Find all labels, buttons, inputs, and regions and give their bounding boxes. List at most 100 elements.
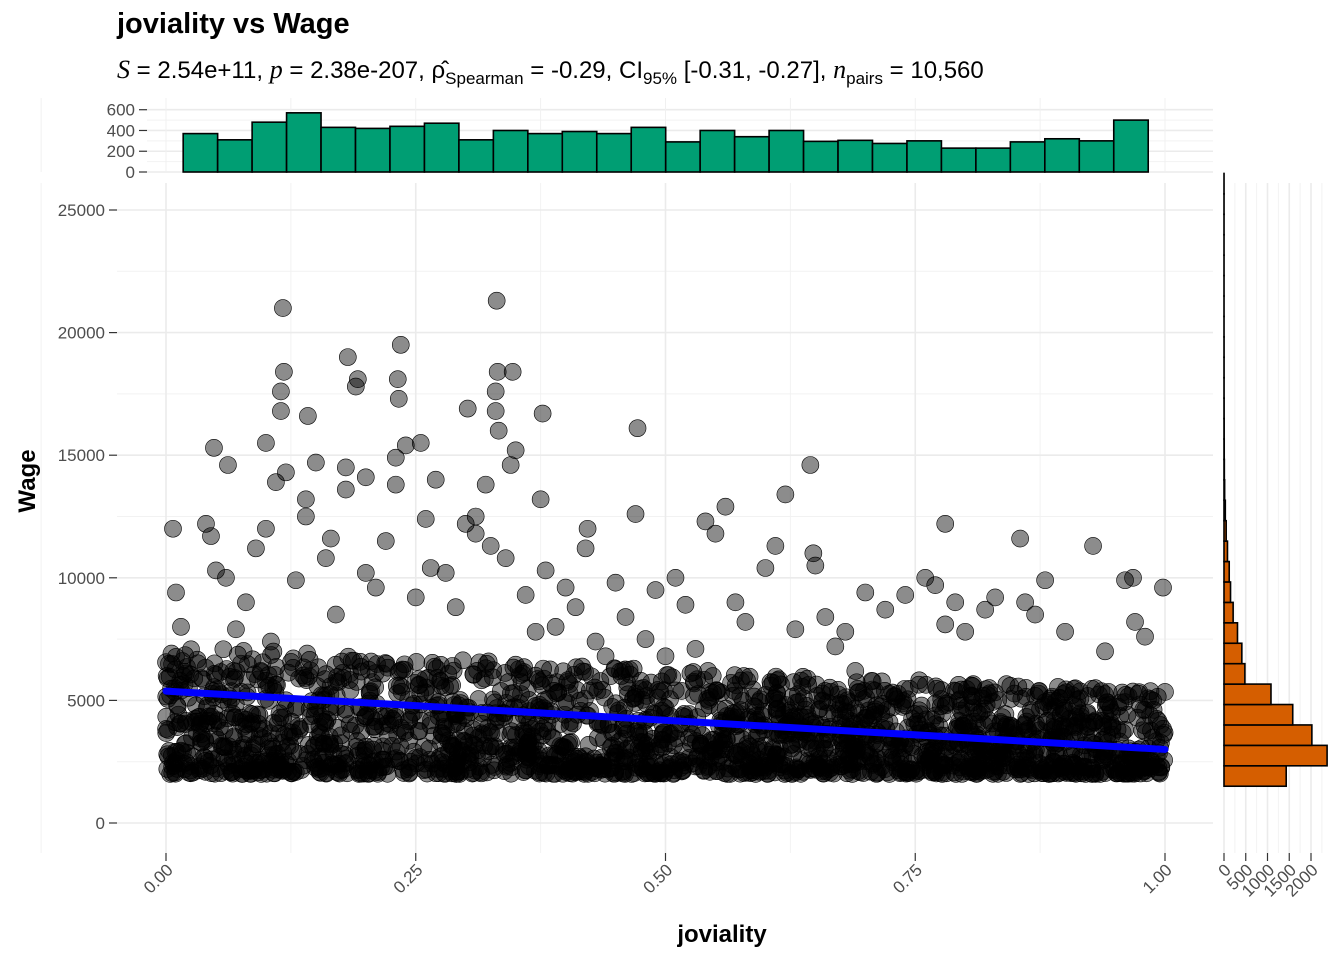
scatter-point bbox=[164, 519, 182, 538]
scatter-point bbox=[806, 556, 825, 575]
scatter-point bbox=[829, 681, 847, 699]
scatter-point bbox=[389, 390, 408, 408]
scatter-point bbox=[939, 693, 958, 712]
scatter-point bbox=[464, 726, 482, 745]
scatter-point bbox=[1144, 701, 1163, 719]
x-axis-ticks: 0.00 0.25 0.50 0.75 1.00 bbox=[140, 853, 1176, 897]
scatter-point bbox=[307, 453, 325, 472]
top-histogram-bar bbox=[1078, 140, 1115, 173]
x-tick-label: 0.00 bbox=[140, 860, 177, 897]
scatter-point bbox=[910, 671, 929, 690]
scatter-point bbox=[166, 764, 185, 783]
scatter-point bbox=[376, 532, 395, 550]
scatter-point bbox=[472, 671, 491, 690]
scatter-point bbox=[215, 737, 234, 756]
scatter-point bbox=[656, 647, 675, 666]
scatter-point bbox=[297, 507, 315, 526]
top-histogram-bar bbox=[527, 132, 564, 173]
scatter-point bbox=[767, 700, 786, 718]
y-tick-label: 0 bbox=[96, 814, 105, 833]
scatter-point bbox=[956, 622, 975, 641]
top-histogram-bar bbox=[458, 139, 495, 173]
scatter-point bbox=[395, 655, 414, 674]
scatter-point bbox=[291, 719, 309, 738]
top-histogram-bar bbox=[354, 127, 391, 173]
scatter-point bbox=[501, 456, 520, 474]
scatter-point bbox=[199, 711, 217, 730]
scatter-point bbox=[275, 363, 293, 381]
scatter-point bbox=[637, 681, 655, 699]
scatter-point bbox=[680, 749, 698, 767]
scatter-point bbox=[274, 743, 293, 762]
top-histogram-bar bbox=[182, 132, 219, 173]
scatter-point bbox=[206, 764, 224, 783]
scatter-point bbox=[334, 760, 352, 779]
scatter-point bbox=[324, 744, 343, 762]
scatter-point bbox=[1053, 759, 1072, 777]
scatter-point bbox=[391, 336, 410, 354]
x-tick-label: 0.50 bbox=[639, 860, 676, 897]
scatter-point bbox=[266, 675, 285, 694]
scatter-point bbox=[770, 758, 789, 776]
scatter-point bbox=[593, 681, 612, 699]
scatter-point bbox=[1154, 578, 1172, 597]
scatter-point bbox=[1096, 642, 1114, 661]
scatter-point bbox=[986, 588, 1004, 607]
top-histogram-tick-label: 200 bbox=[107, 142, 135, 161]
scatter-point bbox=[389, 663, 408, 681]
scatter-point bbox=[485, 761, 503, 780]
scatter-point bbox=[1056, 622, 1074, 641]
scatter-point bbox=[231, 760, 249, 778]
scatter-point bbox=[417, 678, 436, 697]
scatter-point bbox=[626, 688, 645, 707]
scatter-point bbox=[967, 742, 985, 760]
scatter-point bbox=[349, 370, 367, 388]
right-histogram-bar bbox=[1223, 601, 1234, 624]
scatter-point bbox=[1051, 706, 1070, 725]
scatter-point bbox=[997, 675, 1016, 693]
scatter-point bbox=[276, 699, 295, 718]
right-histogram-bar bbox=[1223, 683, 1272, 706]
scatter-point bbox=[219, 456, 237, 474]
scatter-point bbox=[628, 419, 647, 438]
scatter-point bbox=[996, 705, 1015, 723]
x-tick-label: 0.25 bbox=[390, 860, 427, 897]
scatter-point bbox=[526, 622, 545, 641]
scatter-point bbox=[808, 686, 827, 705]
scatter-point bbox=[616, 608, 635, 626]
top-histogram-bar bbox=[837, 139, 874, 173]
scatter-point bbox=[636, 630, 655, 648]
scatter-point bbox=[482, 724, 501, 742]
scatter-point bbox=[337, 458, 355, 477]
scatter-point bbox=[1128, 708, 1147, 727]
top-histogram-bar bbox=[630, 126, 667, 173]
scatter-point bbox=[247, 539, 265, 558]
scatter-point bbox=[659, 734, 677, 753]
scatter-point bbox=[762, 676, 780, 695]
scatter-point bbox=[766, 537, 785, 555]
scatter-point bbox=[664, 764, 683, 782]
scatter-point bbox=[252, 662, 270, 680]
scatter-point bbox=[421, 559, 440, 577]
scatter-point bbox=[489, 421, 508, 440]
scatter-point bbox=[277, 463, 295, 482]
top-histogram-bar bbox=[940, 147, 977, 173]
scatter-point bbox=[659, 666, 678, 684]
scatter-point bbox=[867, 765, 886, 783]
scatter-point bbox=[506, 441, 525, 460]
scatter-point bbox=[157, 720, 175, 738]
scatter-point bbox=[846, 662, 865, 680]
scatter-point bbox=[352, 662, 371, 681]
scatter-point bbox=[816, 608, 835, 626]
scatter-point bbox=[318, 710, 337, 729]
scatter-point bbox=[716, 699, 735, 718]
scatter-point bbox=[1136, 627, 1154, 646]
scatter-point bbox=[190, 759, 209, 778]
scatter-point bbox=[487, 291, 506, 310]
scatter-point bbox=[496, 549, 515, 567]
scatter-point bbox=[756, 559, 775, 577]
scatter-point bbox=[469, 690, 488, 708]
scatter-point bbox=[546, 618, 565, 636]
scatter-point bbox=[681, 664, 700, 683]
